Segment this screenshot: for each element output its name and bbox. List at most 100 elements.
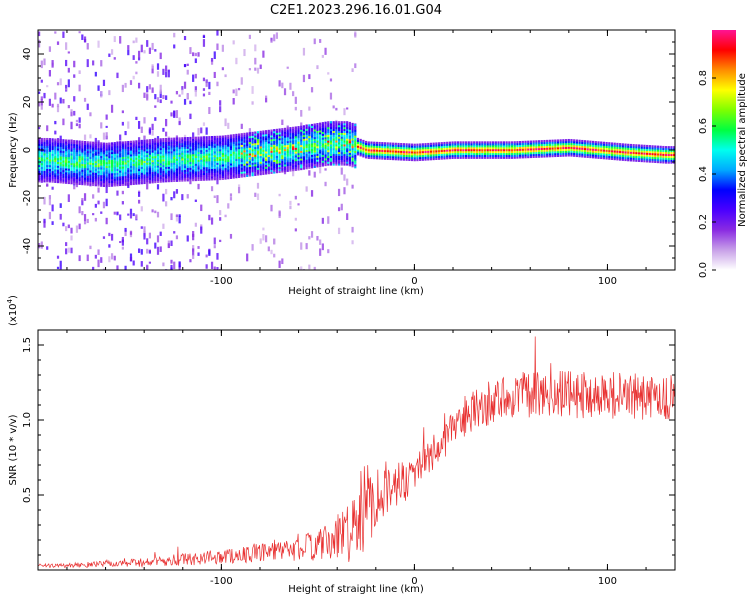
spectrogram-cell <box>627 147 630 150</box>
spectrogram-cell <box>51 60 54 68</box>
spectrogram-cell <box>132 144 135 147</box>
spectrogram-cell <box>319 132 322 135</box>
spectrogram-cell <box>640 159 643 163</box>
spectrogram-cell <box>316 134 319 137</box>
spectrogram-cell <box>108 150 111 153</box>
spectrogram-cell <box>424 148 427 152</box>
spectrogram-cell <box>502 145 506 148</box>
spectrogram-cell <box>119 180 122 183</box>
spectrogram-cell <box>602 149 606 152</box>
spectrogram-cell <box>375 157 379 160</box>
spectrogram-cell <box>51 163 54 166</box>
spectrogram-cell <box>335 132 338 135</box>
spectrogram-cell <box>59 154 62 157</box>
spectrogram-cell <box>289 157 292 161</box>
snr-series-line <box>38 336 675 569</box>
spectrogram-cell <box>246 147 249 151</box>
spectrogram-cell <box>378 155 381 158</box>
spectrogram-cell <box>140 168 143 171</box>
spectrogram-cell <box>110 142 114 145</box>
spectrogram-cell <box>265 149 268 152</box>
spectrogram-cell <box>170 177 173 181</box>
spectrogram-cell <box>70 157 73 160</box>
spectrogram-cell <box>267 170 270 173</box>
spectrogram-cell <box>589 154 592 157</box>
spectrogram-cell <box>351 184 354 189</box>
spectrogram-cell <box>265 132 268 135</box>
spectrogram-cell <box>92 176 95 179</box>
spectrogram-cell <box>486 143 489 146</box>
spectrogram-cell <box>243 49 246 57</box>
spectrogram-cell <box>346 140 349 143</box>
spectrogram-cell <box>205 166 208 170</box>
spectrogram-cell <box>232 89 235 94</box>
spectrogram-cell <box>38 157 41 160</box>
spectrogram-cell <box>659 155 662 158</box>
spectrogram-cell <box>302 146 306 149</box>
spectrogram-cell <box>459 150 462 154</box>
spectrogram-cell <box>175 170 179 173</box>
spectrogram-cell <box>62 146 65 150</box>
spectrogram-cell <box>59 144 62 147</box>
spectrogram-cell <box>227 142 230 145</box>
spectrogram-cell <box>243 132 246 136</box>
spectrogram-cell <box>554 151 557 154</box>
spectrogram-cell <box>486 145 489 148</box>
spectrogram-cell <box>146 177 149 180</box>
spectrogram-cell <box>227 150 230 153</box>
spectrogram-cell <box>664 148 668 151</box>
spectrogram-cell <box>210 137 214 141</box>
spectrogram-cell <box>83 193 87 201</box>
spectrogram-cell <box>246 161 249 164</box>
spectrogram-cell <box>65 139 68 142</box>
spectrogram-cell <box>256 140 260 143</box>
spectrogram-cell <box>194 163 197 166</box>
spectrogram-cell <box>156 169 160 172</box>
spectrogram-cell <box>340 153 343 156</box>
spectrogram-cell <box>240 137 243 140</box>
spectrogram-cell <box>181 171 184 174</box>
spectrogram-cell <box>73 165 76 168</box>
spectrogram-cell <box>175 150 179 154</box>
spectrogram-cell <box>289 169 292 172</box>
spectrogram-cell <box>194 52 197 57</box>
y-tick-label: 20 <box>22 96 33 109</box>
spectrogram-cell <box>116 172 119 175</box>
spectrogram-cell <box>89 168 92 171</box>
spectrogram-cell <box>143 176 146 179</box>
spectrogram-cell <box>100 122 103 129</box>
spectrogram-cell <box>348 158 351 161</box>
spectrogram-cell <box>270 144 273 148</box>
spectrogram-cell <box>554 152 557 156</box>
spectrogram-cell <box>548 153 551 156</box>
spectrogram-cell <box>286 160 289 163</box>
spectrogram-cell <box>159 99 162 104</box>
spectrogram-cell <box>102 171 106 174</box>
spectrogram-cell <box>421 154 424 157</box>
spectrogram-cell <box>65 175 68 179</box>
spectrogram-cell <box>265 145 268 148</box>
spectrogram-cell <box>256 131 260 134</box>
spectrogram-cell <box>273 134 276 138</box>
spectrogram-cell <box>351 126 354 129</box>
spectrogram-cell <box>591 140 595 144</box>
spectrogram-cell <box>67 166 70 169</box>
spectrogram-cell <box>119 153 122 156</box>
spectrogram-cell <box>178 145 181 148</box>
spectrogram-cell <box>148 141 151 144</box>
spectrogram-cell <box>567 148 570 151</box>
spectrogram-cell <box>135 174 138 178</box>
spectrogram-cell <box>348 146 351 150</box>
spectrogram-cell <box>289 129 292 132</box>
spectrogram-cell <box>267 149 270 152</box>
spectrogram-cell <box>254 169 257 173</box>
spectrogram-cell <box>81 140 84 143</box>
spectrogram-cell <box>219 174 222 177</box>
spectrogram-cell <box>197 252 200 256</box>
spectrogram-cell <box>294 168 297 171</box>
spectrogram-cell <box>54 178 57 182</box>
spectrogram-cell <box>248 166 251 169</box>
spectrogram-cell <box>381 155 384 158</box>
spectrogram-cell <box>167 162 170 165</box>
spectrogram-cell <box>167 153 170 156</box>
